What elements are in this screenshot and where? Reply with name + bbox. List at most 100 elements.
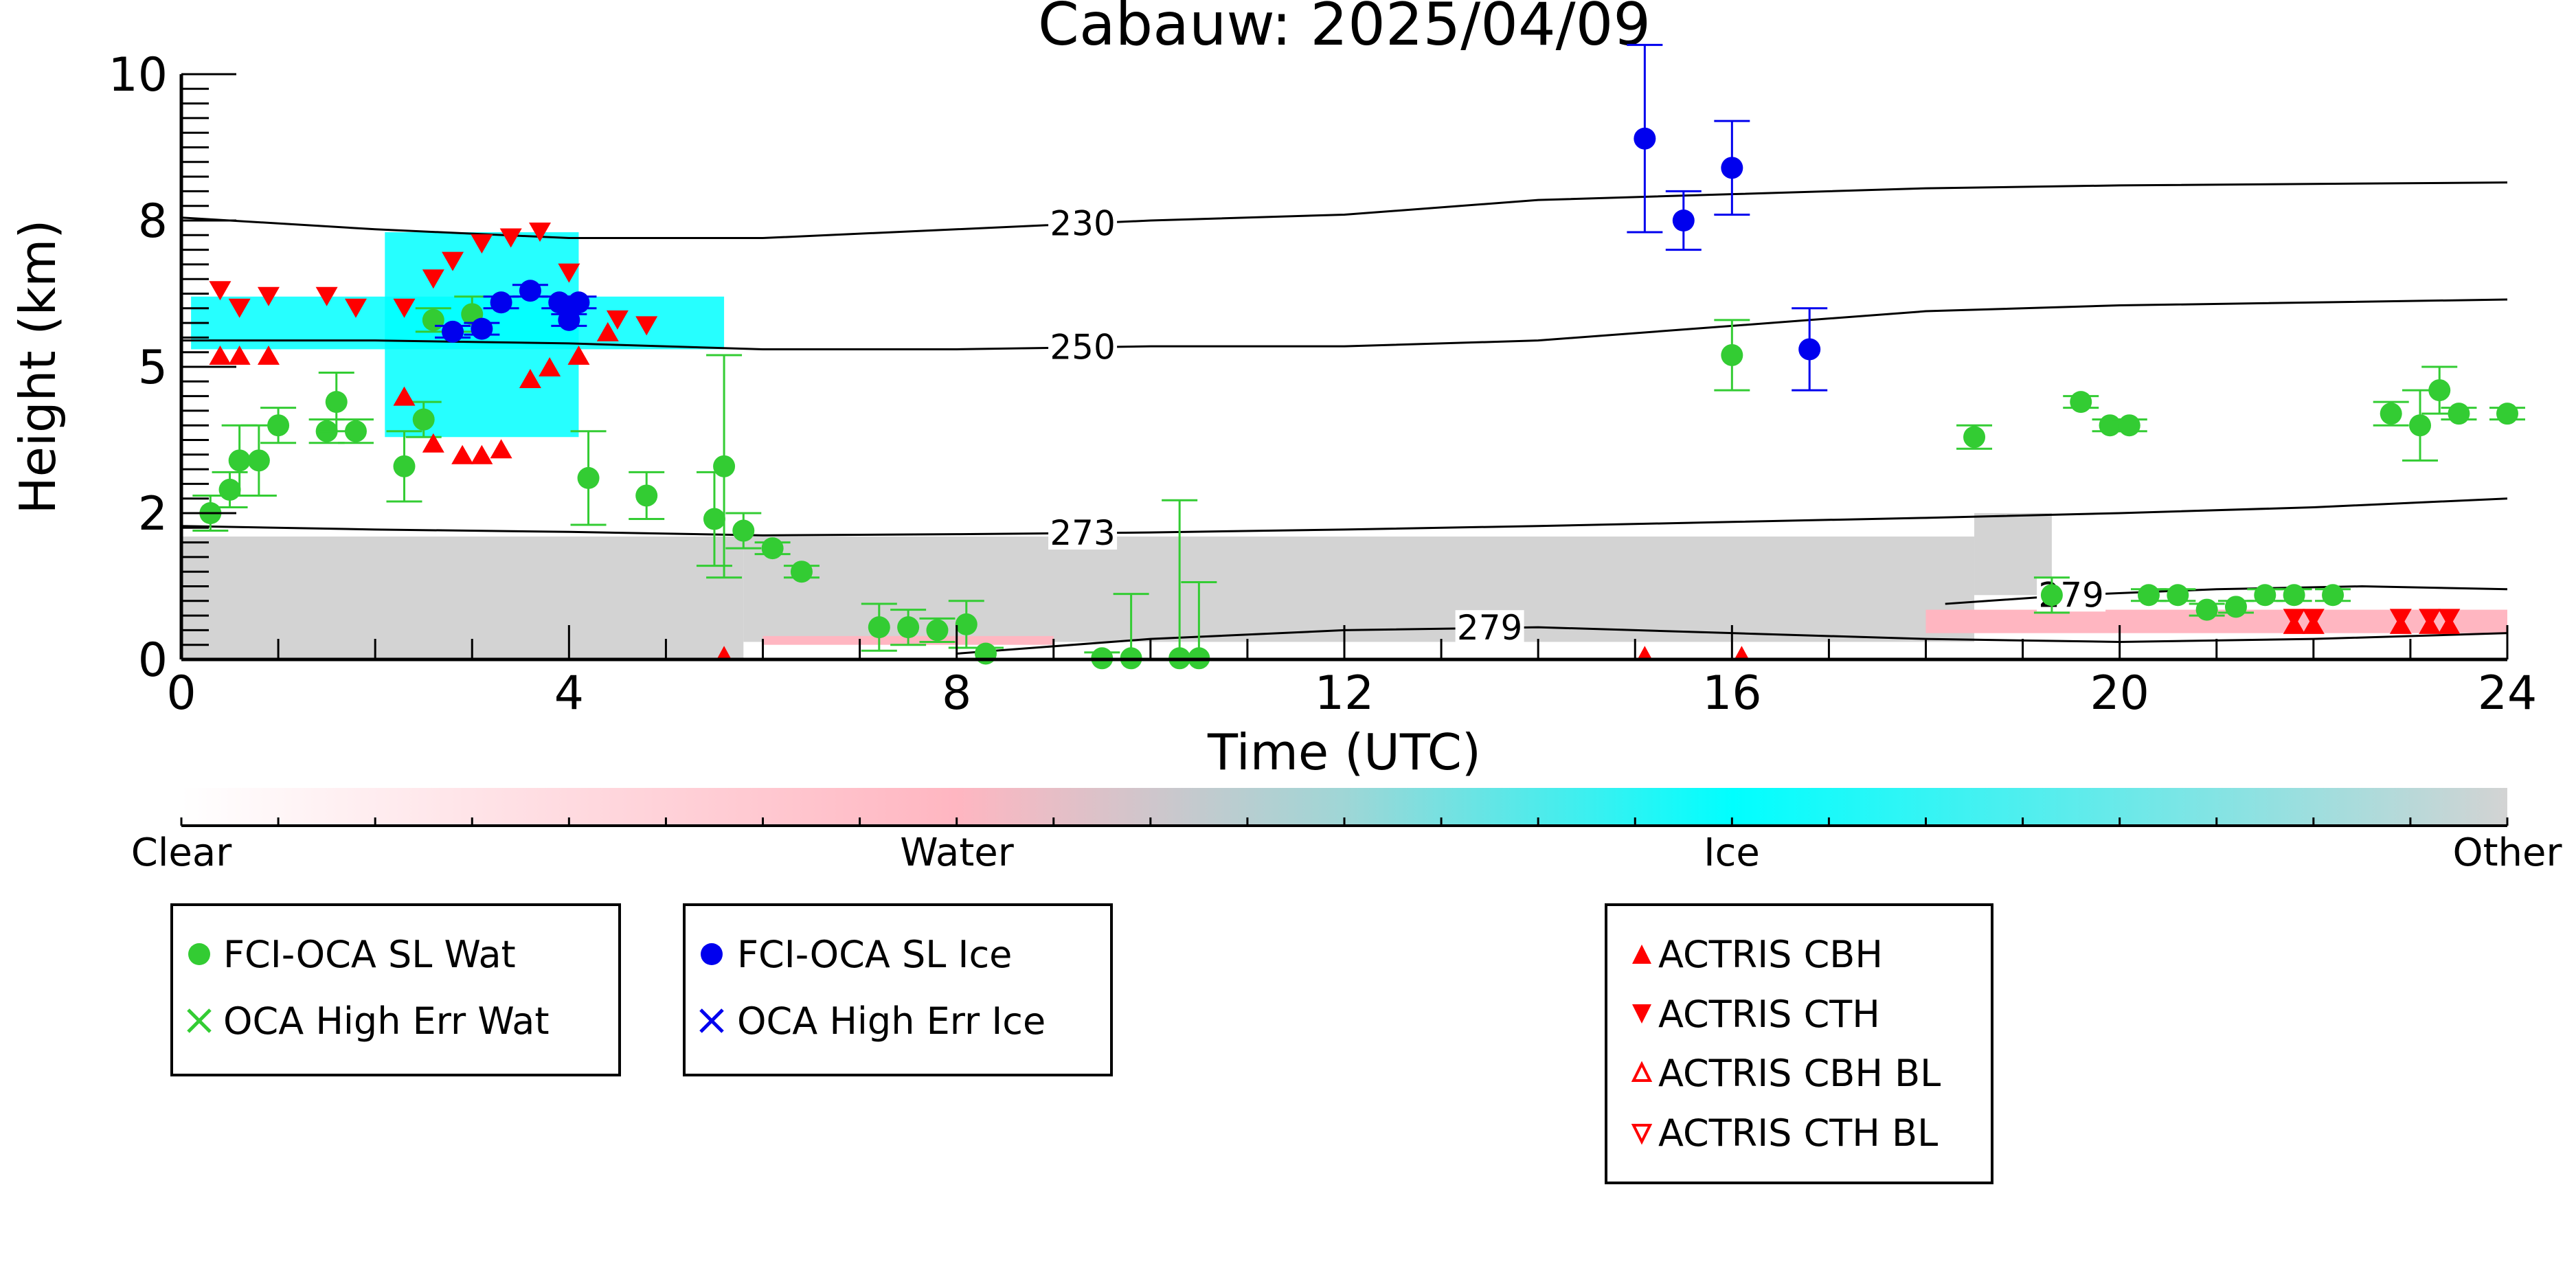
marker-fci-oca-sl-ice (558, 308, 580, 331)
marker-actris-cth (2389, 609, 2412, 629)
contour-label: 250 (1050, 328, 1115, 368)
legend-marker-high-err-ice (699, 1008, 724, 1033)
marker-fci-oca-sl-wat (422, 308, 444, 331)
marker-actris-cth (2283, 609, 2305, 629)
marker-fci-oca-sl-wat (1963, 426, 1986, 449)
marker-actris-cth (499, 228, 522, 248)
marker-fci-oca-sl-wat (2137, 584, 2160, 607)
contour-label-bg (1455, 610, 1524, 645)
marker-fci-oca-sl-wat (2070, 391, 2092, 414)
marker-fci-oca-sl-wat (703, 508, 725, 530)
marker-fci-oca-sl-wat (2195, 598, 2218, 621)
legend-label-cth-bl: ACTRIS CTH BL (1658, 1111, 1938, 1155)
marker-fci-oca-sl-wat (2448, 403, 2470, 425)
marker-fci-oca-sl-wat (2167, 584, 2189, 607)
marker-fci-oca-sl-wat (2409, 414, 2432, 437)
legend-marker-cth (1632, 1004, 1651, 1024)
marker-fci-oca-sl-wat (2099, 414, 2121, 437)
legend-marker-cth-bl (1631, 1124, 1653, 1145)
marker-actris-cbh (209, 345, 231, 365)
legend-label-ice: FCI-OCA SL Ice (737, 933, 1012, 976)
x-tick-label: 12 (1315, 666, 1375, 721)
marker-fci-oca-sl-wat (344, 420, 367, 442)
marker-actris-cth (315, 286, 338, 306)
cloud-region-other (181, 536, 744, 659)
marker-fci-oca-sl-wat (228, 449, 251, 472)
marker-actris-cbh (451, 444, 474, 464)
marker-fci-oca-sl-wat (2040, 584, 2063, 607)
marker-fci-oca-sl-ice (1672, 210, 1695, 231)
marker-fci-oca-sl-wat (577, 466, 600, 489)
marker-actris-cbh-bl (1636, 646, 1653, 662)
x-tick-label: 4 (554, 666, 584, 721)
contour-line-250 (181, 298, 2507, 350)
marker-fci-oca-sl-wat (713, 455, 736, 477)
marker-fci-oca-sl-ice (471, 317, 493, 340)
marker-actris-cth (558, 263, 580, 283)
contour-label: 273 (1050, 513, 1115, 553)
marker-fci-oca-sl-ice (519, 280, 541, 302)
marker-fci-oca-sl-ice (442, 320, 464, 343)
marker-actris-cth (2438, 609, 2461, 629)
marker-actris-cth (529, 223, 552, 242)
marker-actris-cth (2419, 609, 2441, 629)
marker-fci-oca-sl-ice (1634, 127, 1656, 150)
legend-marker-high-err-wat (187, 1008, 212, 1033)
contour-label: 230 (1050, 203, 1115, 243)
marker-actris-cth (606, 310, 629, 330)
marker-actris-cbh (539, 357, 561, 376)
marker-actris-cbh (567, 345, 590, 365)
marker-fci-oca-sl-wat (325, 391, 348, 414)
chart-title: Cabauw: 2025/04/09 (1038, 0, 1651, 59)
marker-actris-cth (228, 298, 251, 318)
marker-fci-oca-sl-wat (218, 478, 241, 501)
legend-ice: FCI-OCA SL Ice OCA High Err Ice (683, 903, 1113, 1076)
marker-actris-cbh (393, 386, 416, 406)
marker-fci-oca-sl-wat (2283, 584, 2305, 607)
marker-actris-cth (344, 298, 367, 318)
legend-label-high-err-ice: OCA High Err Ice (737, 999, 1046, 1043)
x-axis-label: Time (UTC) (1207, 723, 1481, 781)
plot-axes: 0 2 5 8 10 0 4 8 12 16 20 24 (108, 48, 2537, 721)
marker-fci-oca-sl-wat (635, 484, 658, 507)
marker-fci-oca-sl-wat (2496, 403, 2518, 425)
marker-fci-oca-sl-wat (267, 414, 290, 437)
legend-marker-wat (188, 943, 210, 965)
contour-label-bg (1048, 205, 1118, 240)
marker-fci-oca-sl-wat (955, 613, 978, 635)
marker-actris-cbh (422, 433, 444, 453)
marker-fci-oca-sl-wat (926, 619, 949, 642)
contour-label-bg (1048, 515, 1118, 550)
marker-actris-cbh (490, 439, 512, 459)
marker-actris-cth (393, 298, 416, 318)
legend-marker-ice (701, 943, 723, 965)
legend-label-cbh-bl: ACTRIS CBH BL (1658, 1052, 1941, 1095)
contour-line-230 (181, 181, 2507, 240)
marker-fci-oca-sl-wat (247, 449, 270, 472)
marker-fci-oca-sl-wat (2254, 584, 2276, 607)
marker-actris-cbh (519, 369, 541, 389)
marker-actris-cbh-bl (1733, 646, 1750, 662)
marker-actris-cbh (471, 444, 493, 464)
data-markers (192, 43, 2525, 670)
marker-fci-oca-sl-wat (1721, 343, 1743, 366)
contour-line-279 (1945, 585, 2507, 605)
colorbar-label-ice: Ice (1704, 831, 1760, 875)
x-tick-label: 20 (2090, 666, 2149, 721)
x-tick-label: 8 (942, 666, 971, 721)
marker-fci-oca-sl-wat (2322, 584, 2345, 607)
y-tick-label: 5 (138, 341, 168, 395)
marker-fci-oca-sl-wat (974, 642, 997, 665)
marker-fci-oca-sl-wat (790, 561, 813, 583)
marker-fci-oca-sl-ice (490, 291, 512, 314)
legend-actris: ACTRIS CBH ACTRIS CTH ACTRIS CBH BL ACTR… (1605, 903, 1993, 1184)
marker-actris-cth (635, 316, 658, 336)
marker-actris-cth (2302, 609, 2325, 629)
colorbar-label-other: Other (2452, 831, 2562, 875)
contour-label: 279 (1457, 608, 1522, 648)
marker-fci-oca-sl-wat (2428, 379, 2451, 402)
marker-fci-oca-sl-wat (897, 616, 920, 639)
marker-fci-oca-sl-wat (2380, 403, 2402, 425)
contour-line-273 (181, 497, 2507, 536)
